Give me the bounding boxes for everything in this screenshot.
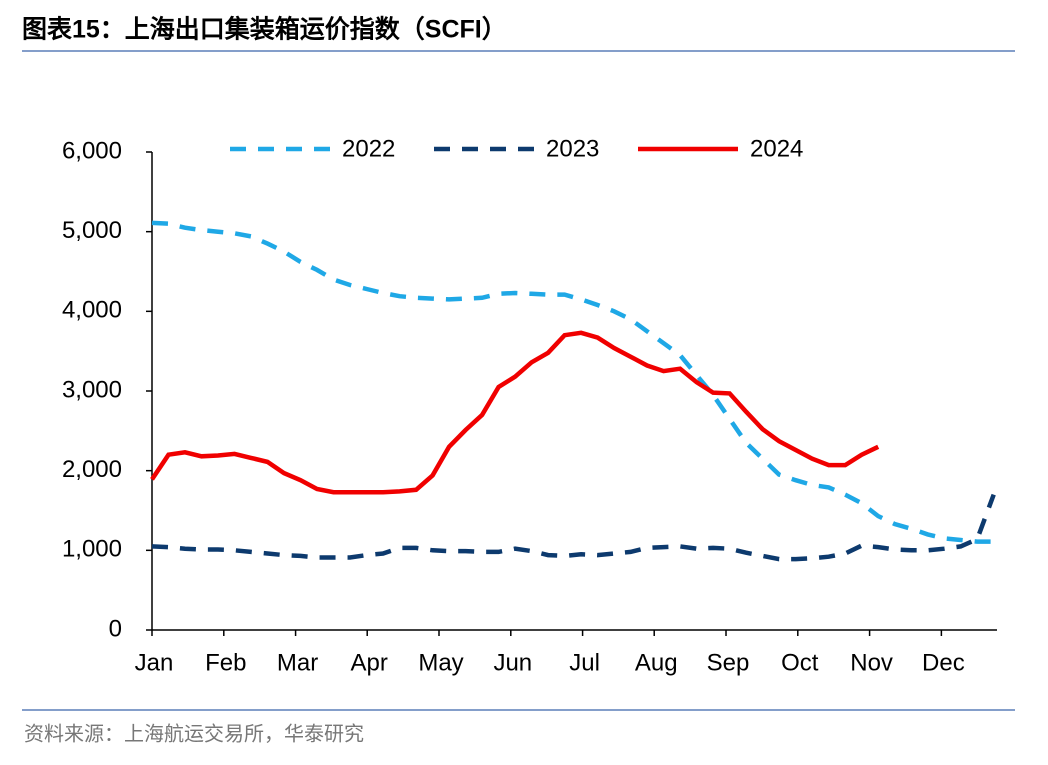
x-tick-label: Mar bbox=[277, 649, 318, 676]
y-tick-label: 1,000 bbox=[62, 536, 122, 563]
y-tick-label: 5,000 bbox=[62, 217, 122, 244]
y-tick-label: 4,000 bbox=[62, 297, 122, 324]
x-tick-label: Feb bbox=[205, 649, 246, 676]
x-tick-label: Apr bbox=[351, 649, 388, 676]
x-tick-label: Sep bbox=[707, 649, 750, 676]
x-tick-label: Aug bbox=[635, 649, 678, 676]
x-tick-label: Oct bbox=[781, 649, 819, 676]
x-tick-label: Jan bbox=[135, 649, 174, 676]
series-line bbox=[150, 330, 880, 495]
legend-label: 2022 bbox=[342, 135, 395, 162]
y-tick-label: 0 bbox=[109, 615, 122, 642]
series-line bbox=[151, 220, 994, 544]
y-tick-label: 2,000 bbox=[62, 456, 122, 483]
source: 资料来源：上海航运交易所，华泰研究 bbox=[24, 722, 364, 745]
legend-label: 2023 bbox=[546, 135, 599, 162]
x-tick-label: Jun bbox=[493, 649, 532, 676]
x-tick-label: Dec bbox=[922, 649, 965, 676]
x-tick-label: May bbox=[418, 649, 463, 676]
x-tick-label: Nov bbox=[850, 649, 893, 676]
chart-title: 图表15：上海出口集装箱运价指数（SCFI） bbox=[22, 15, 507, 44]
legend-label: 2024 bbox=[750, 135, 803, 162]
y-tick-label: 6,000 bbox=[62, 137, 122, 164]
series-line bbox=[151, 493, 996, 562]
x-tick-label: Jul bbox=[569, 649, 600, 676]
y-tick-label: 3,000 bbox=[62, 376, 122, 403]
